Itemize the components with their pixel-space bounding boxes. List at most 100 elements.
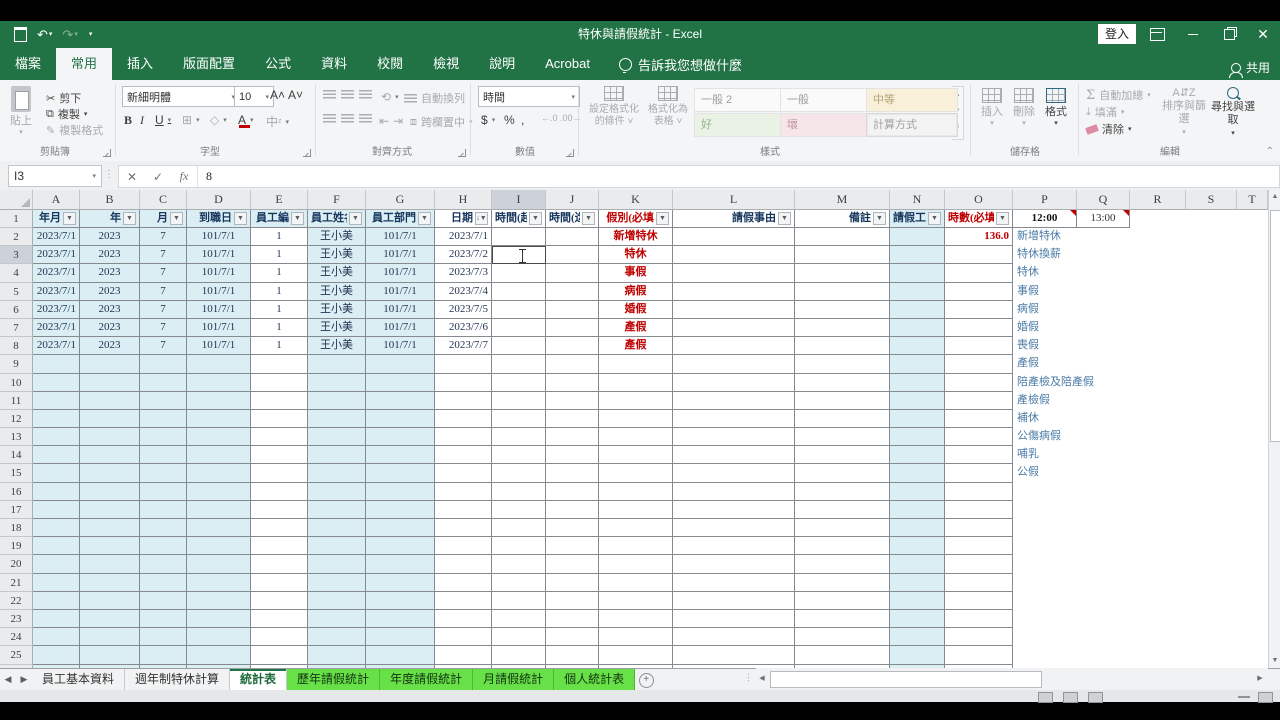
cell-M7[interactable] (795, 318, 890, 338)
cell-I21[interactable] (492, 573, 546, 592)
column-header-B[interactable]: B (80, 190, 140, 210)
align-middle-icon[interactable] (341, 90, 354, 99)
cell-K11[interactable] (599, 391, 673, 410)
formula-input[interactable]: 8 (197, 166, 1279, 187)
header-cell-L[interactable]: 請假事由 ▼ (673, 210, 795, 228)
column-header-C[interactable]: C (140, 190, 187, 210)
cell-I19[interactable] (492, 537, 546, 556)
empty-cell-S23[interactable] (1186, 610, 1237, 628)
cell-E18[interactable] (251, 519, 308, 538)
empty-cell-Q25[interactable] (1077, 646, 1130, 664)
header-cell-O[interactable]: 時數(必填 ▼ (945, 210, 1013, 228)
cell-O25[interactable] (945, 646, 1013, 665)
cell-A21[interactable] (33, 573, 80, 592)
format-painter-button[interactable]: ✎ 複製格式 (46, 124, 104, 138)
cell-F9[interactable] (308, 355, 366, 374)
cell-E25[interactable] (251, 646, 308, 665)
cell-K2[interactable]: 新增特休 (599, 228, 673, 247)
cell-N11[interactable] (890, 391, 945, 410)
empty-cell-R3[interactable] (1130, 246, 1186, 264)
cell-E16[interactable] (251, 482, 308, 501)
cell-style-item[interactable]: 計算方式 (866, 113, 958, 137)
cell-F26[interactable] (308, 664, 366, 668)
cell-F15[interactable] (308, 464, 366, 483)
cell-D6[interactable]: 101/7/1 (187, 300, 251, 319)
filter-icon-L[interactable]: ▼ (778, 212, 791, 225)
cell-C10[interactable] (140, 373, 187, 392)
empty-cell-S15[interactable] (1186, 464, 1237, 482)
filter-icon-O[interactable]: ▼ (996, 212, 1009, 225)
cell-D21[interactable] (187, 573, 251, 592)
page-break-view-icon[interactable] (1088, 692, 1103, 703)
fill-color-icon[interactable]: ◇ ▾ (210, 113, 227, 127)
cell-F2[interactable]: 王小美 (308, 228, 366, 247)
cell-D26[interactable] (187, 664, 251, 668)
cell-G13[interactable] (366, 428, 435, 447)
cell-D11[interactable] (187, 391, 251, 410)
fill-button[interactable]: ⤓ 填滿 ▾ (1086, 105, 1125, 120)
cell-G18[interactable] (366, 519, 435, 538)
cell-O3[interactable] (945, 246, 1013, 265)
column-header-T[interactable]: T (1237, 190, 1268, 210)
cell-N2[interactable] (890, 228, 945, 247)
cell-J16[interactable] (546, 482, 599, 501)
undo-icon[interactable]: ↶ ▾ (37, 27, 53, 42)
cell-J22[interactable] (546, 591, 599, 610)
cell-M25[interactable] (795, 646, 890, 665)
empty-cell-S20[interactable] (1186, 555, 1237, 573)
normal-view-icon[interactable] (1038, 692, 1053, 703)
cell-J9[interactable] (546, 355, 599, 374)
cell-E26[interactable] (251, 664, 308, 668)
cell-M22[interactable] (795, 591, 890, 610)
cell-H23[interactable] (435, 609, 492, 629)
empty-cell-T10[interactable] (1237, 374, 1268, 392)
cell-G4[interactable]: 101/7/1 (366, 264, 435, 283)
cell-G5[interactable]: 101/7/1 (366, 282, 435, 301)
column-header-N[interactable]: N (890, 190, 945, 210)
cell-B25[interactable] (80, 646, 140, 665)
empty-cell-Q12[interactable] (1077, 410, 1130, 428)
cell-I17[interactable] (492, 500, 546, 519)
empty-cell-R2[interactable] (1130, 228, 1186, 246)
tab-scrollbar-splitter[interactable]: ⋮ (744, 672, 754, 682)
sheet-tab-3[interactable]: 統計表 (230, 669, 288, 691)
empty-cell-Q22[interactable] (1077, 592, 1130, 610)
cell-style-item[interactable]: 好 (694, 113, 786, 137)
sort-filter-button[interactable]: A⇵Z 排序與篩選 ▾ (1162, 87, 1206, 136)
decrease-indent-icon[interactable]: ⇤ (379, 114, 390, 128)
cell-B24[interactable] (80, 628, 140, 647)
cell-K25[interactable] (599, 646, 673, 665)
empty-cell-T2[interactable] (1237, 228, 1268, 246)
empty-cell-T1[interactable] (1237, 210, 1268, 228)
empty-cell-P20[interactable] (1013, 555, 1077, 573)
cell-A10[interactable] (33, 373, 80, 392)
empty-cell-Q9[interactable] (1077, 355, 1130, 373)
cell-G23[interactable] (366, 609, 435, 629)
cell-A13[interactable] (33, 428, 80, 447)
align-center-icon[interactable] (341, 114, 354, 123)
cell-K10[interactable] (599, 373, 673, 392)
cell-H13[interactable] (435, 428, 492, 447)
row-header-11[interactable]: 11 (0, 391, 33, 410)
cell-J18[interactable] (546, 519, 599, 538)
cell-M19[interactable] (795, 537, 890, 556)
row-header-6[interactable]: 6 (0, 300, 33, 319)
header-cell-M[interactable]: 備註 ▼ (795, 210, 890, 228)
cell-H7[interactable]: 2023/7/6 (435, 318, 492, 338)
empty-cell-Q8[interactable] (1077, 337, 1130, 355)
empty-cell-R6[interactable] (1130, 301, 1186, 319)
filter-icon-A[interactable]: ▼ (63, 212, 76, 225)
cell-F14[interactable] (308, 446, 366, 465)
cell-K24[interactable] (599, 628, 673, 647)
borders-icon[interactable]: ⊞ ▾ (182, 113, 200, 127)
cell-K16[interactable] (599, 482, 673, 501)
cell-A2[interactable]: 2023/7/1 (33, 228, 80, 247)
cell-M5[interactable] (795, 282, 890, 301)
cell-J25[interactable] (546, 646, 599, 665)
empty-cell-S4[interactable] (1186, 264, 1237, 282)
cell-B9[interactable] (80, 355, 140, 374)
sheet-nav-right-icon[interactable]: ▶ (20, 674, 28, 684)
filter-icon-B[interactable]: ▼ (123, 212, 136, 225)
cell-I22[interactable] (492, 591, 546, 610)
empty-cell-R14[interactable] (1130, 446, 1186, 464)
